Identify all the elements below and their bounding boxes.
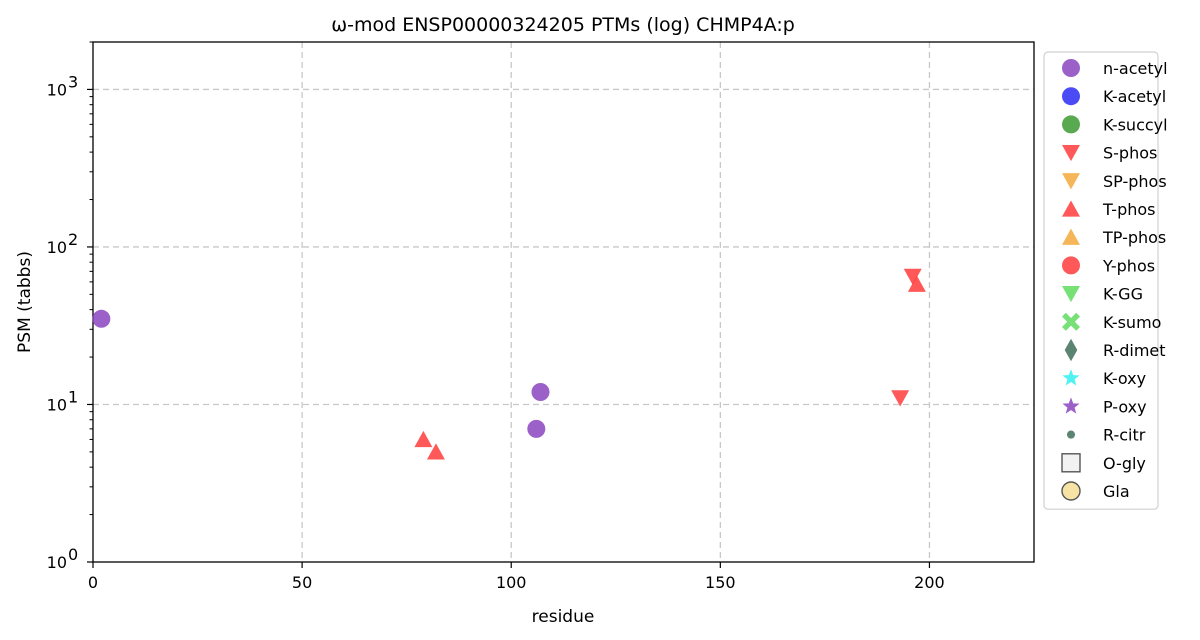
legend-box bbox=[1043, 51, 1159, 510]
data-point-T-phos bbox=[907, 275, 926, 292]
legend-label-K-succyl: K-succyl bbox=[1103, 115, 1168, 134]
legend-marker-S-phos bbox=[1062, 144, 1080, 162]
data-point-S-phos bbox=[891, 390, 910, 407]
legend-marker-O-gly bbox=[1061, 453, 1081, 473]
legend-label-R-dimet: R-dimet bbox=[1103, 341, 1166, 360]
plot-frame bbox=[92, 41, 1035, 563]
data-point-T-phos bbox=[414, 430, 433, 448]
legend-marker-K-GG bbox=[1062, 285, 1080, 303]
chart-title: ω-mod ENSP00000324205 PTMs (log) CHMP4A:… bbox=[331, 14, 795, 36]
legend-label-P-oxy: P-oxy bbox=[1103, 397, 1147, 416]
x-tick-label: 150 bbox=[705, 573, 736, 592]
x-tick-label: 0 bbox=[88, 573, 98, 592]
legend-marker-R-citr bbox=[1066, 430, 1076, 439]
legend-marker-TP-phos bbox=[1062, 228, 1080, 245]
x-tick-label: 200 bbox=[914, 573, 945, 592]
x-tick-label: 50 bbox=[292, 573, 312, 592]
data-point-n-acetyl bbox=[92, 309, 111, 328]
y-tick-label: 10 bbox=[47, 238, 67, 257]
y-tick-exponent: 3 bbox=[68, 72, 78, 91]
y-tick-exponent: 2 bbox=[68, 230, 78, 249]
data-point-T-phos bbox=[426, 443, 445, 460]
legend-marker-K-succyl bbox=[1062, 115, 1080, 134]
legend-label-O-gly: O-gly bbox=[1103, 454, 1146, 473]
legend-label-S-phos: S-phos bbox=[1103, 144, 1157, 163]
legend-marker-R-dimet bbox=[1064, 338, 1078, 362]
legend-label-n-acetyl: n-acetyl bbox=[1103, 59, 1168, 78]
legend: n-acetyl K-acetyl K-succyl S-phos SP-phos T-p… bbox=[1043, 51, 1168, 510]
legend-label-K-GG: K-GG bbox=[1103, 285, 1143, 304]
legend-marker-Gla bbox=[1061, 481, 1081, 501]
legend-marker-K-sumo bbox=[1062, 312, 1080, 331]
y-tick-exponent: 0 bbox=[68, 545, 78, 564]
legend-marker-K-acetyl bbox=[1062, 87, 1080, 106]
x-axis-label: residue bbox=[532, 607, 595, 627]
legend-label-Y-phos: Y-phos bbox=[1102, 256, 1155, 275]
legend-marker-SP-phos bbox=[1062, 173, 1080, 190]
data-point-n-acetyl bbox=[527, 419, 546, 438]
y-tick-label: 10 bbox=[47, 553, 67, 572]
legend-label-SP-phos: SP-phos bbox=[1103, 172, 1167, 191]
legend-label-Gla: Gla bbox=[1103, 482, 1130, 501]
y-axis-label: PSM (tabbs) bbox=[15, 251, 35, 353]
legend-label-T-phos: T-phos bbox=[1102, 200, 1156, 219]
legend-label-TP-phos: TP-phos bbox=[1102, 228, 1166, 247]
legend-marker-P-oxy bbox=[1062, 397, 1080, 414]
data-point-S-phos bbox=[903, 268, 922, 285]
legend-label-K-sumo: K-sumo bbox=[1103, 313, 1161, 332]
y-tick-exponent: 1 bbox=[68, 387, 78, 406]
legend-marker-T-phos bbox=[1062, 200, 1080, 217]
y-tick-label: 10 bbox=[47, 395, 67, 414]
legend-marker-n-acetyl bbox=[1062, 59, 1080, 77]
points-layer bbox=[92, 268, 926, 460]
y-tick-label: 10 bbox=[47, 80, 67, 99]
x-tick-label: 100 bbox=[496, 573, 527, 592]
grid-layer bbox=[93, 42, 1034, 562]
legend-marker-K-oxy bbox=[1062, 369, 1080, 386]
legend-marker-Y-phos bbox=[1062, 256, 1080, 275]
legend-label-K-acetyl: K-acetyl bbox=[1103, 87, 1166, 106]
legend-label-R-citr: R-citr bbox=[1103, 426, 1146, 445]
data-point-n-acetyl bbox=[531, 383, 550, 402]
legend-label-K-oxy: K-oxy bbox=[1103, 369, 1146, 388]
